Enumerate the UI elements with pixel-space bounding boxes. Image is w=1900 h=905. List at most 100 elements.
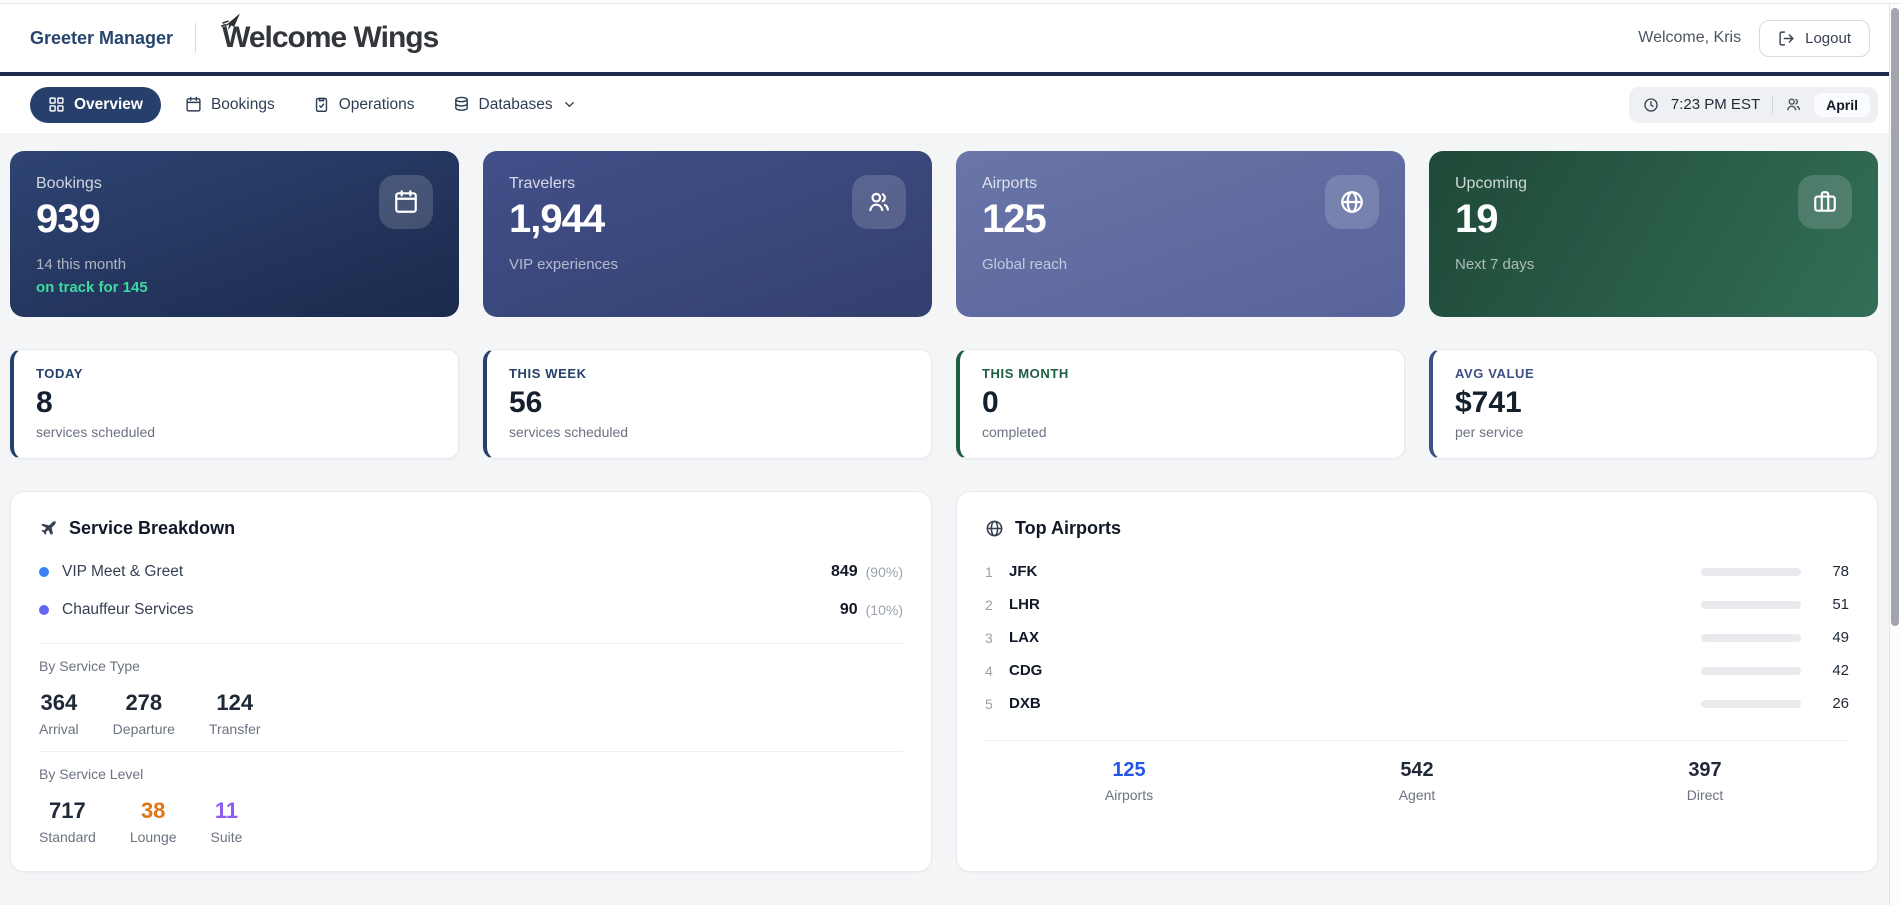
app-name: Greeter Manager (30, 27, 174, 48)
service-name: Chauffeur Services (62, 601, 194, 618)
airport-value: 49 (1832, 629, 1849, 646)
stat-sub: Next 7 days (1455, 256, 1535, 273)
service-row-vip: VIP Meet & Greet 849 (90%) (39, 553, 903, 591)
panel-title-text: Service Breakdown (69, 518, 236, 538)
stat-standard: 717 Standard (39, 798, 96, 845)
panel-row: Service Breakdown VIP Meet & Greet 849 (… (10, 491, 1878, 872)
airport-value: 78 (1832, 563, 1849, 580)
stat-label: Airports (982, 175, 1038, 192)
airport-code: JFK (1009, 563, 1038, 580)
airport-value: 51 (1832, 596, 1849, 613)
users-icon (1785, 96, 1802, 113)
kpi-card-today: TODAY 8 services scheduled (10, 349, 459, 459)
chauffeur-dot-icon (39, 605, 49, 615)
stat-card-travelers: Travelers 1,944 VIP experiences (483, 151, 932, 317)
logout-button[interactable]: Logout (1759, 19, 1870, 57)
status-pill: 7:23 PM EST April (1628, 86, 1878, 123)
stat-label: Departure (112, 721, 175, 737)
airport-value: 26 (1832, 695, 1849, 712)
tab-databases[interactable]: Databases (439, 87, 591, 123)
kpi-sub: services scheduled (509, 424, 629, 440)
stat-value: 939 (36, 197, 101, 241)
header-divider (195, 23, 197, 53)
tab-operations[interactable]: Operations (299, 87, 429, 123)
globe-icon (1325, 175, 1379, 229)
kpi-card-avg-value: AVG VALUE $741 per service (1429, 349, 1878, 459)
stat-value: 38 (140, 798, 166, 823)
stat-card-upcoming: Upcoming 19 Next 7 days (1429, 151, 1878, 317)
service-percent: (90%) (865, 564, 903, 580)
globe-icon (985, 519, 1004, 538)
chevron-down-icon (562, 97, 577, 112)
airport-bar-track (1701, 633, 1801, 642)
viewport-hairline (0, 3, 1900, 4)
service-percent: (10%) (865, 602, 903, 618)
summary-value: 542 (1400, 759, 1434, 781)
kpi-label: AVG VALUE (1455, 366, 1535, 381)
kpi-label: TODAY (36, 366, 84, 381)
summary-label: Airports (1104, 787, 1154, 803)
by-service-level-label: By Service Level (39, 766, 144, 782)
kpi-sub: services scheduled (36, 424, 156, 440)
stat-value: 364 (40, 690, 78, 715)
airport-rank: 1 (985, 563, 993, 580)
nav-tabs: Overview Bookings Operations Databases (30, 86, 591, 123)
tab-label: Databases (478, 95, 553, 113)
stat-suite: 11 Suite (211, 798, 243, 845)
kpi-value: 8 (36, 386, 53, 419)
tab-bookings[interactable]: Bookings (171, 87, 289, 123)
by-service-type-values: 364 Arrival 278 Departure 124 Transfer (39, 690, 903, 737)
stat-card-bookings: Bookings 939 14 this month on track for … (10, 151, 459, 317)
scrollbar-thumb[interactable] (1891, 8, 1899, 626)
service-breakdown-panel: Service Breakdown VIP Meet & Greet 849 (… (10, 491, 932, 872)
stat-label: Upcoming (1455, 175, 1528, 192)
summary-value: 397 (1688, 759, 1722, 781)
stat-departure: 278 Departure (113, 690, 175, 737)
airport-code: DXB (1009, 695, 1041, 712)
airport-bar-track (1701, 699, 1801, 708)
service-value: 90 (839, 601, 858, 618)
summary-airports[interactable]: 125 Airports (985, 759, 1273, 803)
tab-overview[interactable]: Overview (30, 86, 161, 123)
airport-row-lhr: 2 LHR 51 (985, 588, 1849, 621)
briefcase-icon (1798, 175, 1852, 229)
airport-row-lax: 3 LAX 49 (985, 621, 1849, 654)
kpi-card-this-week: THIS WEEK 56 services scheduled (483, 349, 932, 459)
by-service-type-label: By Service Type (39, 658, 140, 674)
stat-sub: Global reach (982, 256, 1068, 273)
divider (985, 740, 1849, 741)
stat-card-row: Bookings 939 14 this month on track for … (10, 151, 1878, 317)
kpi-value: 56 (509, 386, 543, 419)
tab-label: Overview (74, 95, 143, 113)
welcome-text: Welcome, Kris (1638, 29, 1742, 46)
stat-sub: VIP experiences (509, 256, 618, 273)
airport-value: 42 (1832, 662, 1849, 679)
summary-agent: 542 Agent (1273, 759, 1561, 803)
calendar-icon (379, 175, 433, 229)
page-scrollbar[interactable] (1889, 4, 1900, 905)
airport-row-dxb: 5 DXB 26 (985, 687, 1849, 720)
logout-icon (1778, 30, 1795, 47)
calendar-icon (185, 96, 202, 113)
airport-row-jfk: 1 JFK 78 (985, 555, 1849, 588)
airport-code: LAX (1009, 629, 1039, 646)
stat-label: Lounge (129, 829, 177, 845)
summary-value[interactable]: 125 (1112, 759, 1146, 781)
panel-title-text: Top Airports (1015, 518, 1121, 538)
kpi-sub: per service (1455, 424, 1524, 440)
service-value: 849 (830, 563, 858, 580)
airport-row-cdg: 4 CDG 42 (985, 654, 1849, 687)
stat-label: Travelers (509, 175, 576, 192)
brand-text: Welcome Wings (222, 21, 439, 54)
clipboard-check-icon (313, 96, 330, 113)
airport-rank: 4 (985, 662, 993, 679)
kpi-label: THIS WEEK (509, 366, 587, 381)
dashboard-content: Bookings 939 14 this month on track for … (0, 133, 1900, 872)
stat-sub: 14 this month (36, 256, 127, 273)
kpi-label: THIS MONTH (982, 366, 1069, 381)
stat-label: Suite (210, 829, 243, 845)
airport-bar-list: 1 JFK 78 2 LHR 51 3 LAX 49 (985, 555, 1849, 720)
divider (39, 643, 903, 644)
summary-label: Direct (1686, 787, 1724, 803)
stat-transfer: 124 Transfer (209, 690, 261, 737)
